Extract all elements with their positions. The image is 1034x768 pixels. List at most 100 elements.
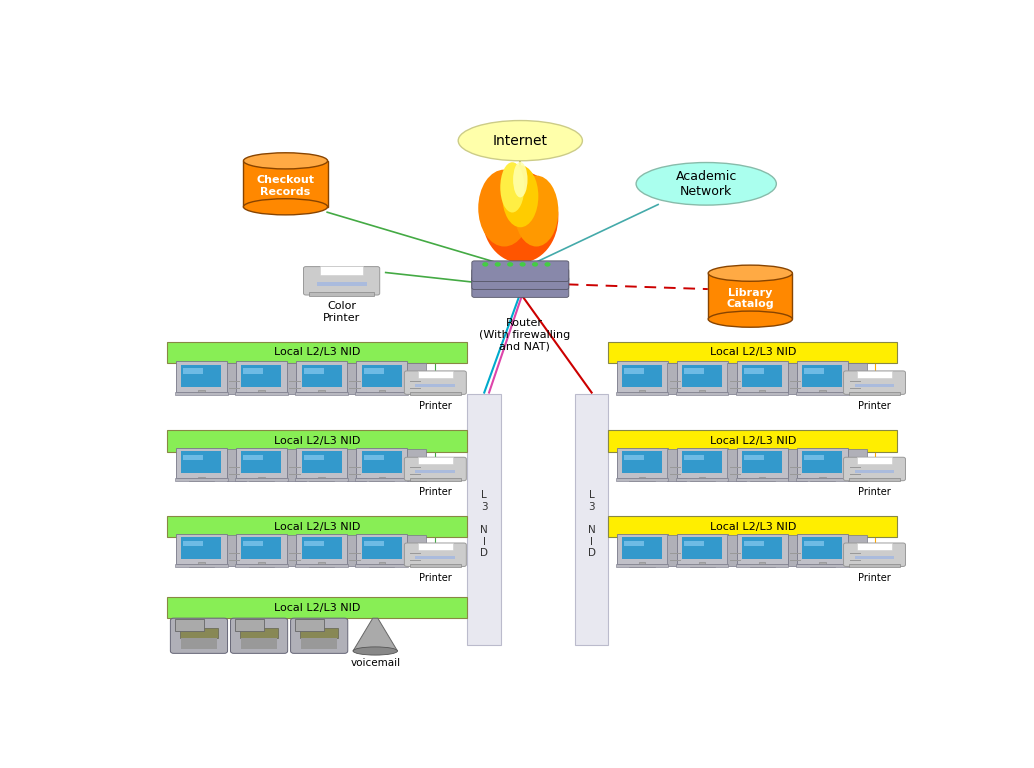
FancyBboxPatch shape — [226, 535, 246, 567]
FancyBboxPatch shape — [788, 535, 807, 567]
FancyBboxPatch shape — [304, 455, 324, 460]
FancyBboxPatch shape — [685, 541, 704, 546]
Text: L
3
 
N
I
D: L 3 N I D — [480, 491, 488, 558]
FancyBboxPatch shape — [625, 455, 644, 460]
FancyBboxPatch shape — [175, 392, 227, 395]
FancyBboxPatch shape — [750, 392, 776, 395]
FancyBboxPatch shape — [309, 392, 334, 395]
FancyBboxPatch shape — [286, 535, 306, 567]
Ellipse shape — [513, 162, 527, 197]
FancyBboxPatch shape — [849, 564, 901, 567]
FancyBboxPatch shape — [236, 392, 287, 395]
Text: Local L2/L3 NID: Local L2/L3 NID — [274, 603, 361, 613]
FancyBboxPatch shape — [790, 560, 801, 561]
FancyBboxPatch shape — [243, 161, 328, 207]
FancyBboxPatch shape — [630, 564, 655, 567]
FancyBboxPatch shape — [676, 564, 728, 567]
FancyBboxPatch shape — [788, 449, 807, 481]
FancyBboxPatch shape — [848, 362, 866, 394]
FancyBboxPatch shape — [188, 478, 214, 481]
Ellipse shape — [243, 153, 328, 169]
FancyBboxPatch shape — [346, 449, 366, 481]
FancyBboxPatch shape — [404, 457, 466, 481]
FancyBboxPatch shape — [231, 618, 287, 654]
FancyBboxPatch shape — [409, 564, 461, 567]
FancyBboxPatch shape — [199, 562, 205, 564]
FancyBboxPatch shape — [744, 369, 764, 374]
FancyBboxPatch shape — [819, 390, 825, 392]
FancyBboxPatch shape — [639, 562, 645, 564]
FancyBboxPatch shape — [362, 365, 401, 387]
FancyBboxPatch shape — [416, 470, 455, 473]
FancyBboxPatch shape — [378, 390, 385, 392]
FancyBboxPatch shape — [844, 543, 906, 567]
FancyBboxPatch shape — [608, 342, 896, 363]
FancyBboxPatch shape — [362, 538, 401, 559]
FancyBboxPatch shape — [249, 564, 274, 567]
FancyBboxPatch shape — [349, 474, 361, 475]
FancyBboxPatch shape — [616, 534, 668, 564]
Text: Local L2/L3 NID: Local L2/L3 NID — [274, 521, 361, 531]
FancyBboxPatch shape — [790, 553, 801, 554]
FancyBboxPatch shape — [804, 455, 824, 460]
FancyBboxPatch shape — [290, 560, 301, 561]
FancyBboxPatch shape — [296, 534, 347, 564]
Circle shape — [482, 262, 488, 266]
FancyBboxPatch shape — [850, 560, 861, 561]
FancyBboxPatch shape — [230, 388, 240, 389]
FancyBboxPatch shape — [737, 448, 788, 478]
FancyBboxPatch shape — [242, 538, 281, 559]
FancyBboxPatch shape — [418, 371, 453, 378]
FancyBboxPatch shape — [349, 381, 361, 382]
FancyBboxPatch shape — [744, 541, 764, 546]
FancyBboxPatch shape — [699, 390, 705, 392]
FancyBboxPatch shape — [304, 541, 324, 546]
Ellipse shape — [500, 162, 524, 213]
FancyBboxPatch shape — [416, 556, 455, 558]
FancyBboxPatch shape — [356, 392, 407, 395]
Text: Printer: Printer — [419, 573, 452, 583]
FancyBboxPatch shape — [625, 369, 644, 374]
FancyBboxPatch shape — [309, 292, 373, 296]
FancyBboxPatch shape — [258, 390, 265, 392]
FancyBboxPatch shape — [309, 478, 334, 481]
FancyBboxPatch shape — [797, 448, 848, 478]
FancyBboxPatch shape — [737, 362, 788, 392]
FancyBboxPatch shape — [226, 449, 246, 481]
FancyBboxPatch shape — [667, 535, 687, 567]
FancyBboxPatch shape — [407, 362, 426, 394]
FancyBboxPatch shape — [608, 516, 896, 538]
FancyBboxPatch shape — [575, 394, 608, 645]
FancyBboxPatch shape — [797, 534, 848, 564]
FancyBboxPatch shape — [304, 266, 379, 295]
FancyBboxPatch shape — [290, 388, 301, 389]
FancyBboxPatch shape — [850, 553, 861, 554]
FancyBboxPatch shape — [472, 276, 569, 297]
FancyBboxPatch shape — [318, 390, 325, 392]
FancyBboxPatch shape — [183, 541, 204, 546]
FancyBboxPatch shape — [176, 534, 226, 564]
FancyBboxPatch shape — [302, 538, 341, 559]
FancyBboxPatch shape — [175, 478, 227, 482]
FancyBboxPatch shape — [236, 478, 287, 482]
Polygon shape — [353, 618, 397, 651]
FancyBboxPatch shape — [630, 392, 655, 395]
FancyBboxPatch shape — [409, 467, 421, 468]
FancyBboxPatch shape — [316, 282, 367, 286]
FancyBboxPatch shape — [730, 474, 741, 475]
FancyBboxPatch shape — [670, 381, 681, 382]
Ellipse shape — [353, 647, 397, 655]
FancyBboxPatch shape — [243, 541, 264, 546]
FancyBboxPatch shape — [690, 478, 714, 481]
FancyBboxPatch shape — [242, 452, 281, 473]
FancyBboxPatch shape — [407, 535, 426, 567]
Text: Local L2/L3 NID: Local L2/L3 NID — [274, 347, 361, 357]
FancyBboxPatch shape — [226, 362, 246, 394]
FancyBboxPatch shape — [242, 365, 281, 387]
FancyBboxPatch shape — [230, 467, 240, 468]
FancyBboxPatch shape — [290, 381, 301, 382]
FancyBboxPatch shape — [418, 543, 453, 550]
FancyBboxPatch shape — [472, 261, 569, 281]
FancyBboxPatch shape — [249, 392, 274, 395]
FancyBboxPatch shape — [369, 564, 394, 567]
